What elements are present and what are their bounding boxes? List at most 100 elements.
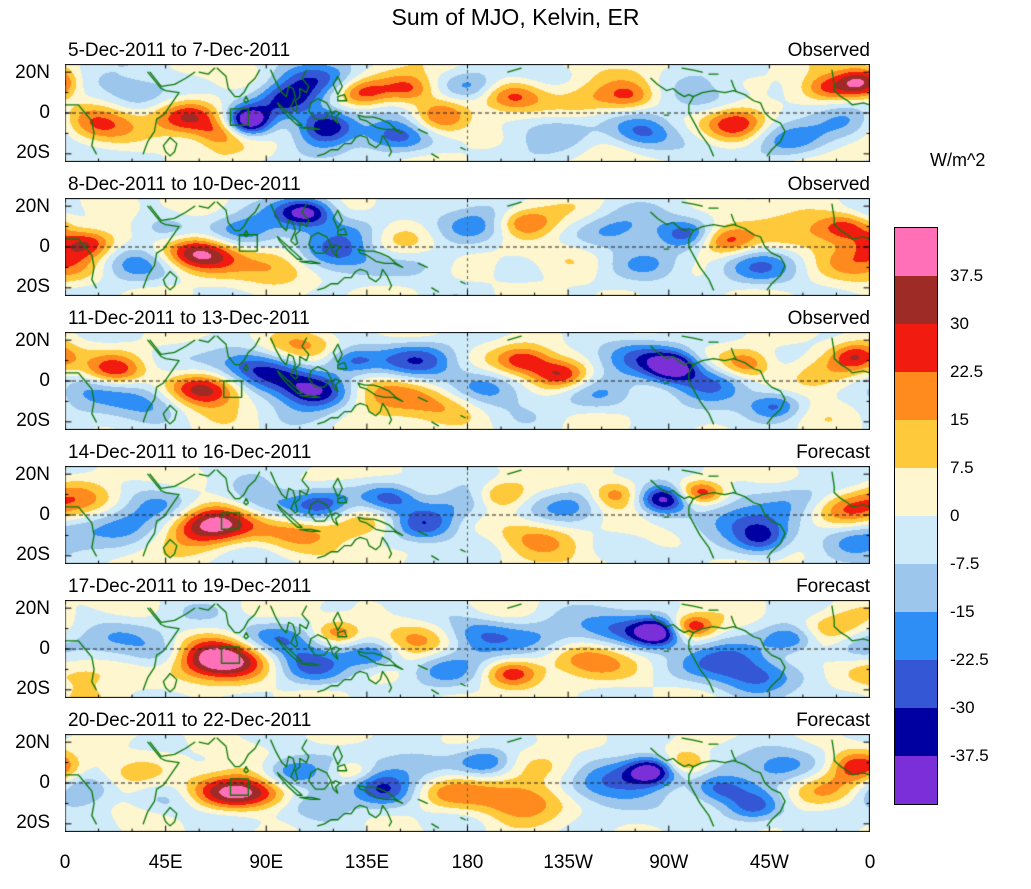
lon-axis-label: 90E (249, 852, 284, 873)
colorbar-tick-label: 30 (950, 314, 969, 333)
panel-date-range: 17-Dec-2011 to 19-Dec-2011 (68, 576, 312, 597)
lat-axis-label-20s: 20S (16, 276, 50, 298)
panel-header: 8-Dec-2011 to 10-Dec-2011 Observed (65, 172, 870, 198)
lon-axis-label: 135W (543, 852, 593, 873)
lon-axis-label: 90W (649, 852, 689, 873)
map-canvas (65, 64, 870, 162)
panel-status-label: Observed (787, 308, 870, 329)
panel-date-range: 14-Dec-2011 to 16-Dec-2011 (68, 442, 312, 463)
lat-axis: 20N 0 20S (0, 329, 62, 432)
map-panel: 14-Dec-2011 to 16-Dec-2011 Forecast 20N … (0, 440, 870, 566)
map-row: 20N 0 20S (0, 329, 870, 432)
lat-axis-label-20n: 20N (15, 731, 50, 753)
lat-axis: 20N 0 20S (0, 463, 62, 566)
colorbar-segment (895, 516, 937, 564)
map-panel: 11-Dec-2011 to 13-Dec-2011 Observed 20N … (0, 306, 870, 432)
colorbar-segment (895, 228, 937, 276)
colorbar-area: W/m^2 37.5 30 22.5 15 7.5 0 -7.5 -15 -22.5 -30 -37… (894, 150, 1031, 805)
map-panel: 8-Dec-2011 to 10-Dec-2011 Observed 20N 0… (0, 172, 870, 298)
map-row: 20N 0 20S (0, 463, 870, 566)
lat-axis-label-20n: 20N (15, 329, 50, 351)
panel-header: 14-Dec-2011 to 16-Dec-2011 Forecast (65, 440, 870, 466)
colorbar-tick-label: 0 (950, 506, 960, 525)
lon-axis: 0 45E 90E 135E 180 135W 90W 45W 0 (60, 848, 876, 876)
panel-date-range: 20-Dec-2011 to 22-Dec-2011 (68, 710, 312, 731)
panel-header: 17-Dec-2011 to 19-Dec-2011 Forecast (65, 574, 870, 600)
lat-axis-label-20n: 20N (15, 61, 50, 83)
lat-axis: 20N 0 20S (0, 731, 62, 834)
figure-title: Sum of MJO, Kelvin, ER (391, 4, 640, 30)
lon-axis-label: 0 (59, 852, 71, 873)
lat-axis-label-0: 0 (39, 772, 50, 793)
map-canvas (65, 466, 870, 564)
panel-header: 5-Dec-2011 to 7-Dec-2011 Observed (65, 38, 870, 64)
map-row: 20N 0 20S (0, 61, 870, 164)
lon-axis-label: 45W (749, 852, 789, 873)
panel-status-label: Forecast (796, 710, 870, 731)
lon-axis-label: 135E (344, 852, 390, 873)
colorbar-segment (895, 468, 937, 516)
lat-axis-label-20s: 20S (16, 410, 50, 432)
colorbar-segment (895, 564, 937, 612)
map (65, 64, 870, 162)
lon-axis-label: 45E (148, 852, 183, 873)
lon-axis-label: 180 (451, 852, 484, 873)
colorbar-tick-label: -15 (950, 602, 975, 621)
map (65, 198, 870, 296)
map (65, 466, 870, 564)
lat-axis-label-20n: 20N (15, 195, 50, 217)
colorbar-tick-label: -7.5 (950, 554, 980, 573)
map-row: 20N 0 20S (0, 731, 870, 834)
colorbar-tick-label: -37.5 (950, 746, 989, 765)
lat-axis: 20N 0 20S (0, 195, 62, 298)
panel-status-label: Observed (787, 174, 870, 195)
lat-axis-label-20n: 20N (15, 597, 50, 619)
panel-date-range: 11-Dec-2011 to 13-Dec-2011 (68, 308, 310, 329)
lat-axis-label-0: 0 (39, 102, 50, 123)
map (65, 734, 870, 832)
map-panel: 17-Dec-2011 to 19-Dec-2011 Forecast 20N … (0, 574, 870, 700)
map-canvas (65, 600, 870, 698)
colorbar-segment (895, 420, 937, 468)
lat-axis: 20N 0 20S (0, 61, 62, 164)
panel-date-range: 5-Dec-2011 to 7-Dec-2011 (68, 40, 291, 61)
colorbar-segment (895, 372, 937, 420)
lat-axis-label-20n: 20N (15, 463, 50, 485)
colorbar-segment (895, 612, 937, 660)
lat-axis: 20N 0 20S (0, 597, 62, 700)
lat-axis-label-20s: 20S (16, 812, 50, 834)
colorbar-tick-label: 7.5 (950, 458, 974, 477)
lat-axis-label-20s: 20S (16, 544, 50, 566)
map-canvas (65, 332, 870, 430)
colorbar-segment (895, 756, 937, 804)
colorbar-segment (895, 708, 937, 756)
lat-axis-label-0: 0 (39, 370, 50, 391)
map-row: 20N 0 20S (0, 597, 870, 700)
panel-status-label: Forecast (796, 442, 870, 463)
colorbar-segment (895, 324, 937, 372)
colorbar-tick-label: 37.5 (950, 266, 984, 285)
map-row: 20N 0 20S (0, 195, 870, 298)
panel-header: 20-Dec-2011 to 22-Dec-2011 Forecast (65, 708, 870, 734)
colorbar-swatches (894, 227, 938, 805)
colorbar: 37.5 30 22.5 15 7.5 0 -7.5 -15 -22.5 -30 -37.5 (894, 227, 1031, 805)
colorbar-segment (895, 660, 937, 708)
panels-container: 5-Dec-2011 to 7-Dec-2011 Observed 20N 0 … (0, 38, 870, 842)
lon-axis-label: 0 (864, 852, 876, 873)
colorbar-segment (895, 276, 937, 324)
map-panel: 5-Dec-2011 to 7-Dec-2011 Observed 20N 0 … (0, 38, 870, 164)
colorbar-tick-label: 15 (950, 410, 969, 429)
panel-date-range: 8-Dec-2011 to 10-Dec-2011 (68, 174, 301, 195)
lat-axis-label-20s: 20S (16, 678, 50, 700)
map (65, 332, 870, 430)
colorbar-tick-label: -30 (950, 698, 975, 717)
panel-status-label: Forecast (796, 576, 870, 597)
lat-axis-label-20s: 20S (16, 142, 50, 164)
colorbar-unit-label: W/m^2 (930, 150, 986, 170)
lat-axis-label-0: 0 (39, 236, 50, 257)
lat-axis-label-0: 0 (39, 638, 50, 659)
colorbar-tick-label: 22.5 (950, 362, 984, 381)
lat-axis-label-0: 0 (39, 504, 50, 525)
panel-header: 11-Dec-2011 to 13-Dec-2011 Observed (65, 306, 870, 332)
map-canvas (65, 734, 870, 832)
